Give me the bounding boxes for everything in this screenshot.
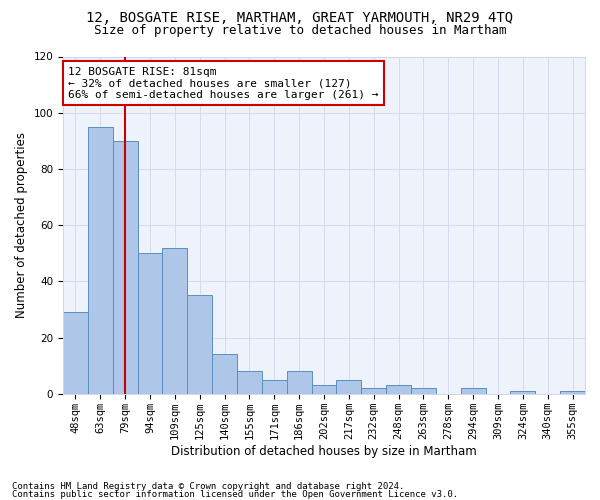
Bar xyxy=(262,380,287,394)
Bar xyxy=(237,372,262,394)
Bar xyxy=(88,127,113,394)
Text: Size of property relative to detached houses in Martham: Size of property relative to detached ho… xyxy=(94,24,506,37)
Bar xyxy=(311,386,337,394)
Text: 12, BOSGATE RISE, MARTHAM, GREAT YARMOUTH, NR29 4TQ: 12, BOSGATE RISE, MARTHAM, GREAT YARMOUT… xyxy=(86,11,514,25)
Bar xyxy=(287,372,311,394)
Bar xyxy=(212,354,237,394)
Y-axis label: Number of detached properties: Number of detached properties xyxy=(15,132,28,318)
Text: Contains public sector information licensed under the Open Government Licence v3: Contains public sector information licen… xyxy=(12,490,458,499)
Text: 12 BOSGATE RISE: 81sqm
← 32% of detached houses are smaller (127)
66% of semi-de: 12 BOSGATE RISE: 81sqm ← 32% of detached… xyxy=(68,66,379,100)
Bar xyxy=(113,141,137,394)
Bar xyxy=(137,254,163,394)
Bar xyxy=(337,380,361,394)
Bar xyxy=(386,386,411,394)
X-axis label: Distribution of detached houses by size in Martham: Distribution of detached houses by size … xyxy=(171,444,477,458)
Bar xyxy=(511,391,535,394)
Text: Contains HM Land Registry data © Crown copyright and database right 2024.: Contains HM Land Registry data © Crown c… xyxy=(12,482,404,491)
Bar xyxy=(461,388,485,394)
Bar xyxy=(560,391,585,394)
Bar xyxy=(163,248,187,394)
Bar xyxy=(63,312,88,394)
Bar xyxy=(361,388,386,394)
Bar xyxy=(187,296,212,394)
Bar xyxy=(411,388,436,394)
